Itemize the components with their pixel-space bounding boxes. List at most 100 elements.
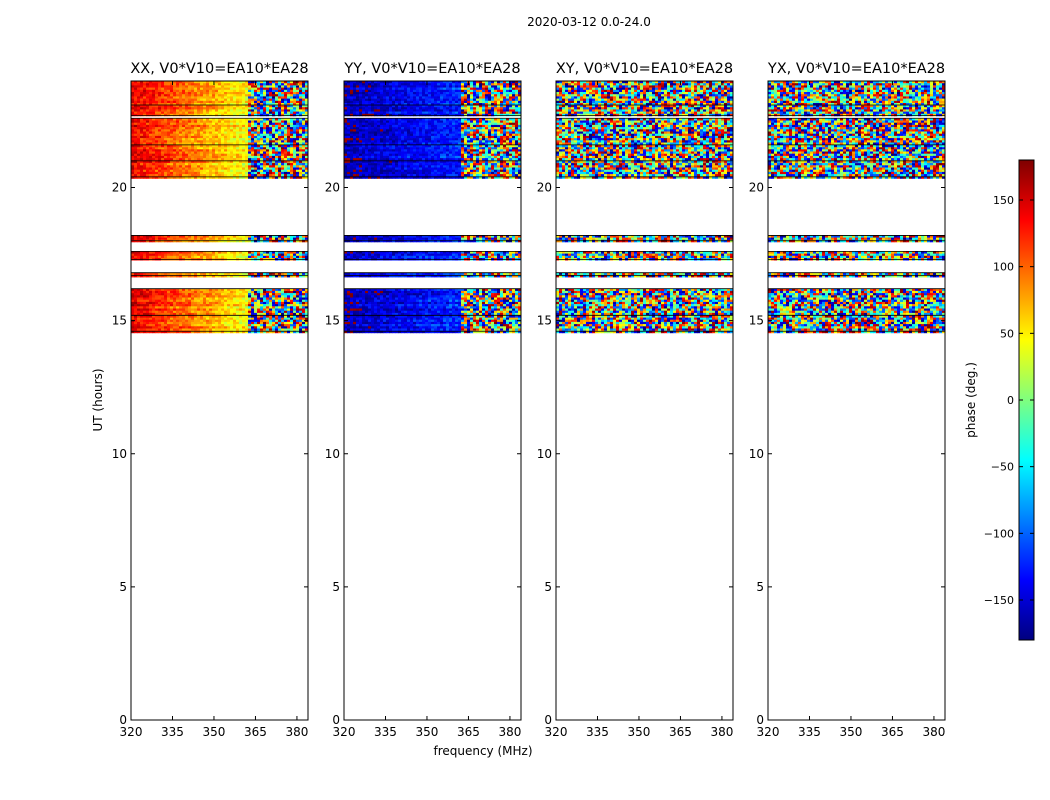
x-tick-label: 380: [922, 725, 945, 739]
y-tick-label: 0: [119, 713, 127, 727]
data-band: [768, 272, 945, 278]
colorbar-tick-label: −150: [984, 594, 1014, 607]
y-tick-label: 5: [756, 580, 764, 594]
data-band: [131, 81, 308, 106]
data-band: [131, 314, 308, 334]
colorbar: 150 100 50 0 −50 −100 −150: [984, 159, 1035, 641]
data-band: [556, 272, 733, 278]
heatmap: [344, 81, 521, 334]
data-band: [768, 235, 945, 243]
y-tick-label: 0: [332, 713, 340, 727]
data-band: [131, 272, 308, 278]
x-tick-label: 350: [628, 725, 651, 739]
colorbar-tick-label: −100: [984, 527, 1014, 540]
panel: XY, V0*V10=EA10*EA28 320 335 350 365 380 0 5 10 1…: [537, 61, 734, 739]
y-tick-label: 20: [112, 181, 127, 195]
data-band: [131, 235, 308, 243]
y-tick-label: 15: [749, 314, 764, 328]
data-band: [556, 235, 733, 243]
y-tick-label: 0: [756, 713, 764, 727]
suptitle: 2020-03-12 0.0-24.0: [527, 15, 651, 29]
panel-title: YY, V0*V10=EA10*EA28: [343, 61, 520, 77]
y-tick-label: 5: [119, 580, 127, 594]
y-tick-label: 15: [325, 314, 340, 328]
data-band: [556, 81, 733, 106]
x-tick-label: 320: [120, 725, 143, 739]
panel-title: YX, V0*V10=EA10*EA28: [767, 61, 945, 77]
y-tick-label: 15: [537, 314, 552, 328]
y-tick-label: 5: [332, 580, 340, 594]
colorbar-tick-label: 100: [993, 261, 1014, 274]
data-band: [344, 288, 521, 318]
y-axis-label: UT (hours): [91, 368, 105, 431]
data-band: [344, 81, 521, 106]
data-band: [131, 144, 308, 163]
x-tick-label: 335: [586, 725, 609, 739]
data-band: [556, 250, 733, 261]
panel-title: XX, V0*V10=EA10*EA28: [130, 61, 308, 77]
data-band: [131, 104, 308, 117]
heatmap: [556, 81, 733, 334]
data-band: [556, 160, 733, 179]
y-tick-label: 10: [749, 447, 764, 461]
panel: YY, V0*V10=EA10*EA28 320 335 350 365 380 0 5 10 1…: [325, 61, 522, 739]
x-tick-label: 365: [669, 725, 692, 739]
data-band: [344, 250, 521, 261]
panels: XX, V0*V10=EA10*EA28 320 335 350 365 380 0 5 10 1…: [112, 61, 946, 739]
y-tick-label: 5: [544, 580, 552, 594]
data-band: [344, 117, 521, 148]
panel-frame: [130, 80, 309, 721]
y-tick-label: 20: [749, 181, 764, 195]
x-tick-label: 320: [757, 725, 780, 739]
data-band: [768, 117, 945, 148]
heatmap: [768, 81, 945, 334]
data-band: [344, 314, 521, 334]
x-tick-label: 380: [285, 725, 308, 739]
x-tick-label: 350: [416, 725, 439, 739]
x-tick-label: 335: [798, 725, 821, 739]
data-band: [556, 288, 733, 318]
y-tick-label: 20: [325, 181, 340, 195]
data-band: [556, 314, 733, 334]
panel-title: XY, V0*V10=EA10*EA28: [556, 61, 733, 77]
data-band: [768, 144, 945, 163]
colorbar-tick-label: 0: [1007, 394, 1014, 407]
y-tick-label: 10: [112, 447, 127, 461]
data-band: [556, 117, 733, 148]
x-tick-label: 350: [203, 725, 226, 739]
x-tick-label: 365: [457, 725, 480, 739]
y-tick-label: 20: [537, 181, 552, 195]
colorbar-label: phase (deg.): [964, 362, 978, 438]
colorbar-tick-label: −50: [991, 461, 1014, 474]
data-band: [131, 250, 308, 261]
panel: YX, V0*V10=EA10*EA28 320 335 350 365 380 0 5 10 1…: [749, 61, 946, 739]
data-band: [344, 104, 521, 117]
x-tick-label: 365: [881, 725, 904, 739]
data-band: [344, 235, 521, 243]
x-tick-label: 380: [498, 725, 521, 739]
data-band: [768, 288, 945, 318]
x-tick-label: 335: [374, 725, 397, 739]
data-band: [768, 104, 945, 117]
x-tick-label: 365: [244, 725, 267, 739]
y-tick-label: 0: [544, 713, 552, 727]
heatmap: [131, 81, 308, 334]
x-tick-label: 335: [161, 725, 184, 739]
y-tick-label: 10: [537, 447, 552, 461]
data-band: [556, 104, 733, 117]
data-band: [344, 144, 521, 163]
data-band: [131, 160, 308, 179]
x-tick-label: 320: [333, 725, 356, 739]
panel-frame: [343, 80, 522, 721]
x-axis-label: frequency (MHz): [433, 744, 532, 758]
data-band: [768, 250, 945, 261]
y-tick-label: 10: [325, 447, 340, 461]
data-band: [556, 144, 733, 163]
data-band: [131, 117, 308, 148]
data-band: [344, 160, 521, 179]
x-tick-label: 320: [545, 725, 568, 739]
colorbar-tick-label: 150: [993, 194, 1014, 207]
data-band: [768, 160, 945, 179]
panel: XX, V0*V10=EA10*EA28 320 335 350 365 380 0 5 10 1…: [112, 61, 309, 739]
